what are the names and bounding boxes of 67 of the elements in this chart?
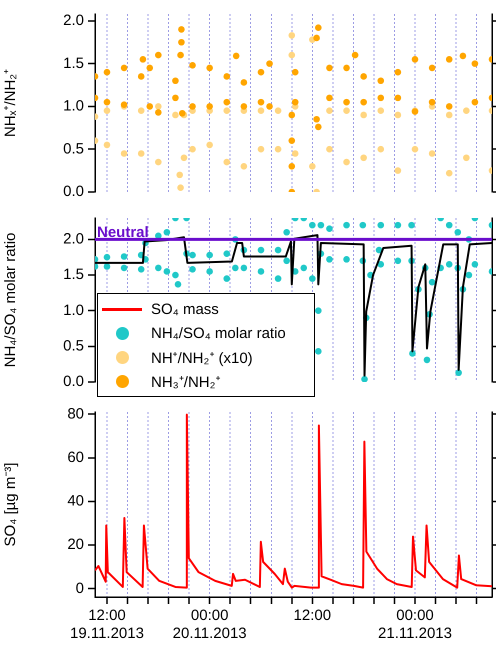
ref-line-label: Neutral [97,224,149,242]
point [288,52,296,58]
point [428,150,436,157]
point [104,107,110,114]
point [223,107,230,114]
point [223,158,230,166]
point [172,112,179,118]
point [177,184,184,192]
point [446,112,453,118]
point [176,172,184,178]
point [206,142,213,148]
point [104,142,110,148]
point [343,107,350,114]
point [292,150,299,157]
legend-label: NH⁺/NH₂⁺ (x10) [151,349,253,367]
x-tick-label: 00:00 21.11.2013 [378,607,452,642]
point [463,154,470,162]
y-axis-title: NHₓ⁺/NH₂⁺ [2,68,20,138]
point [309,163,316,170]
point [155,103,162,110]
point [377,146,384,153]
y-tick-label: 20 [67,536,84,554]
point [360,112,367,118]
point [155,158,162,166]
legend-label: SO₄ mass [151,300,219,318]
y-tick-label: 40 [67,492,84,510]
x-tick-label: 00:00 20.11.2013 [172,607,247,642]
y-tick-label: 0.0 [63,373,84,390]
y-tick-label: 0.5 [63,140,84,158]
point [326,146,333,153]
point [394,167,402,174]
y-tick-label: 1.0 [63,302,84,319]
point [463,107,470,114]
point [189,146,196,153]
point [138,150,145,157]
point [258,146,264,153]
y-tick-label: 0.5 [63,337,84,354]
y-tick-label: 1.5 [63,266,84,284]
point [288,32,296,39]
point [120,150,128,157]
y-tick-label: 60 [67,448,84,466]
point [326,107,333,114]
y-tick-label: 1.0 [63,98,84,115]
x-tick-label: 12:00 19.11.2013 [70,607,144,642]
point [360,154,367,162]
point [343,158,350,166]
point [274,107,282,114]
legend-label: NH₃⁺/NH₂⁺ [151,373,220,391]
point [377,107,384,114]
y-tick-label: 0.0 [63,183,84,200]
point [180,154,188,162]
x-tick-label: 12:00 [294,607,332,624]
y-axis-title: SO₄ [µg m⁻³] [2,462,20,546]
y-axis-title: NH₄/SO₄ molar ratio [2,232,20,368]
point [446,170,453,176]
y-tick-label: 0 [76,580,84,597]
y-tick-label: 1.5 [63,54,84,72]
y-tick-label: 80 [67,405,84,422]
y-tick-label: 2.0 [63,12,84,29]
point [274,146,282,153]
point [258,107,264,114]
y-tick-label: 2.0 [63,230,84,248]
point [138,107,145,114]
legend-label: NH₄/SO₄ molar ratio [151,324,286,342]
point [394,112,402,118]
point [240,163,248,170]
point [412,146,418,153]
